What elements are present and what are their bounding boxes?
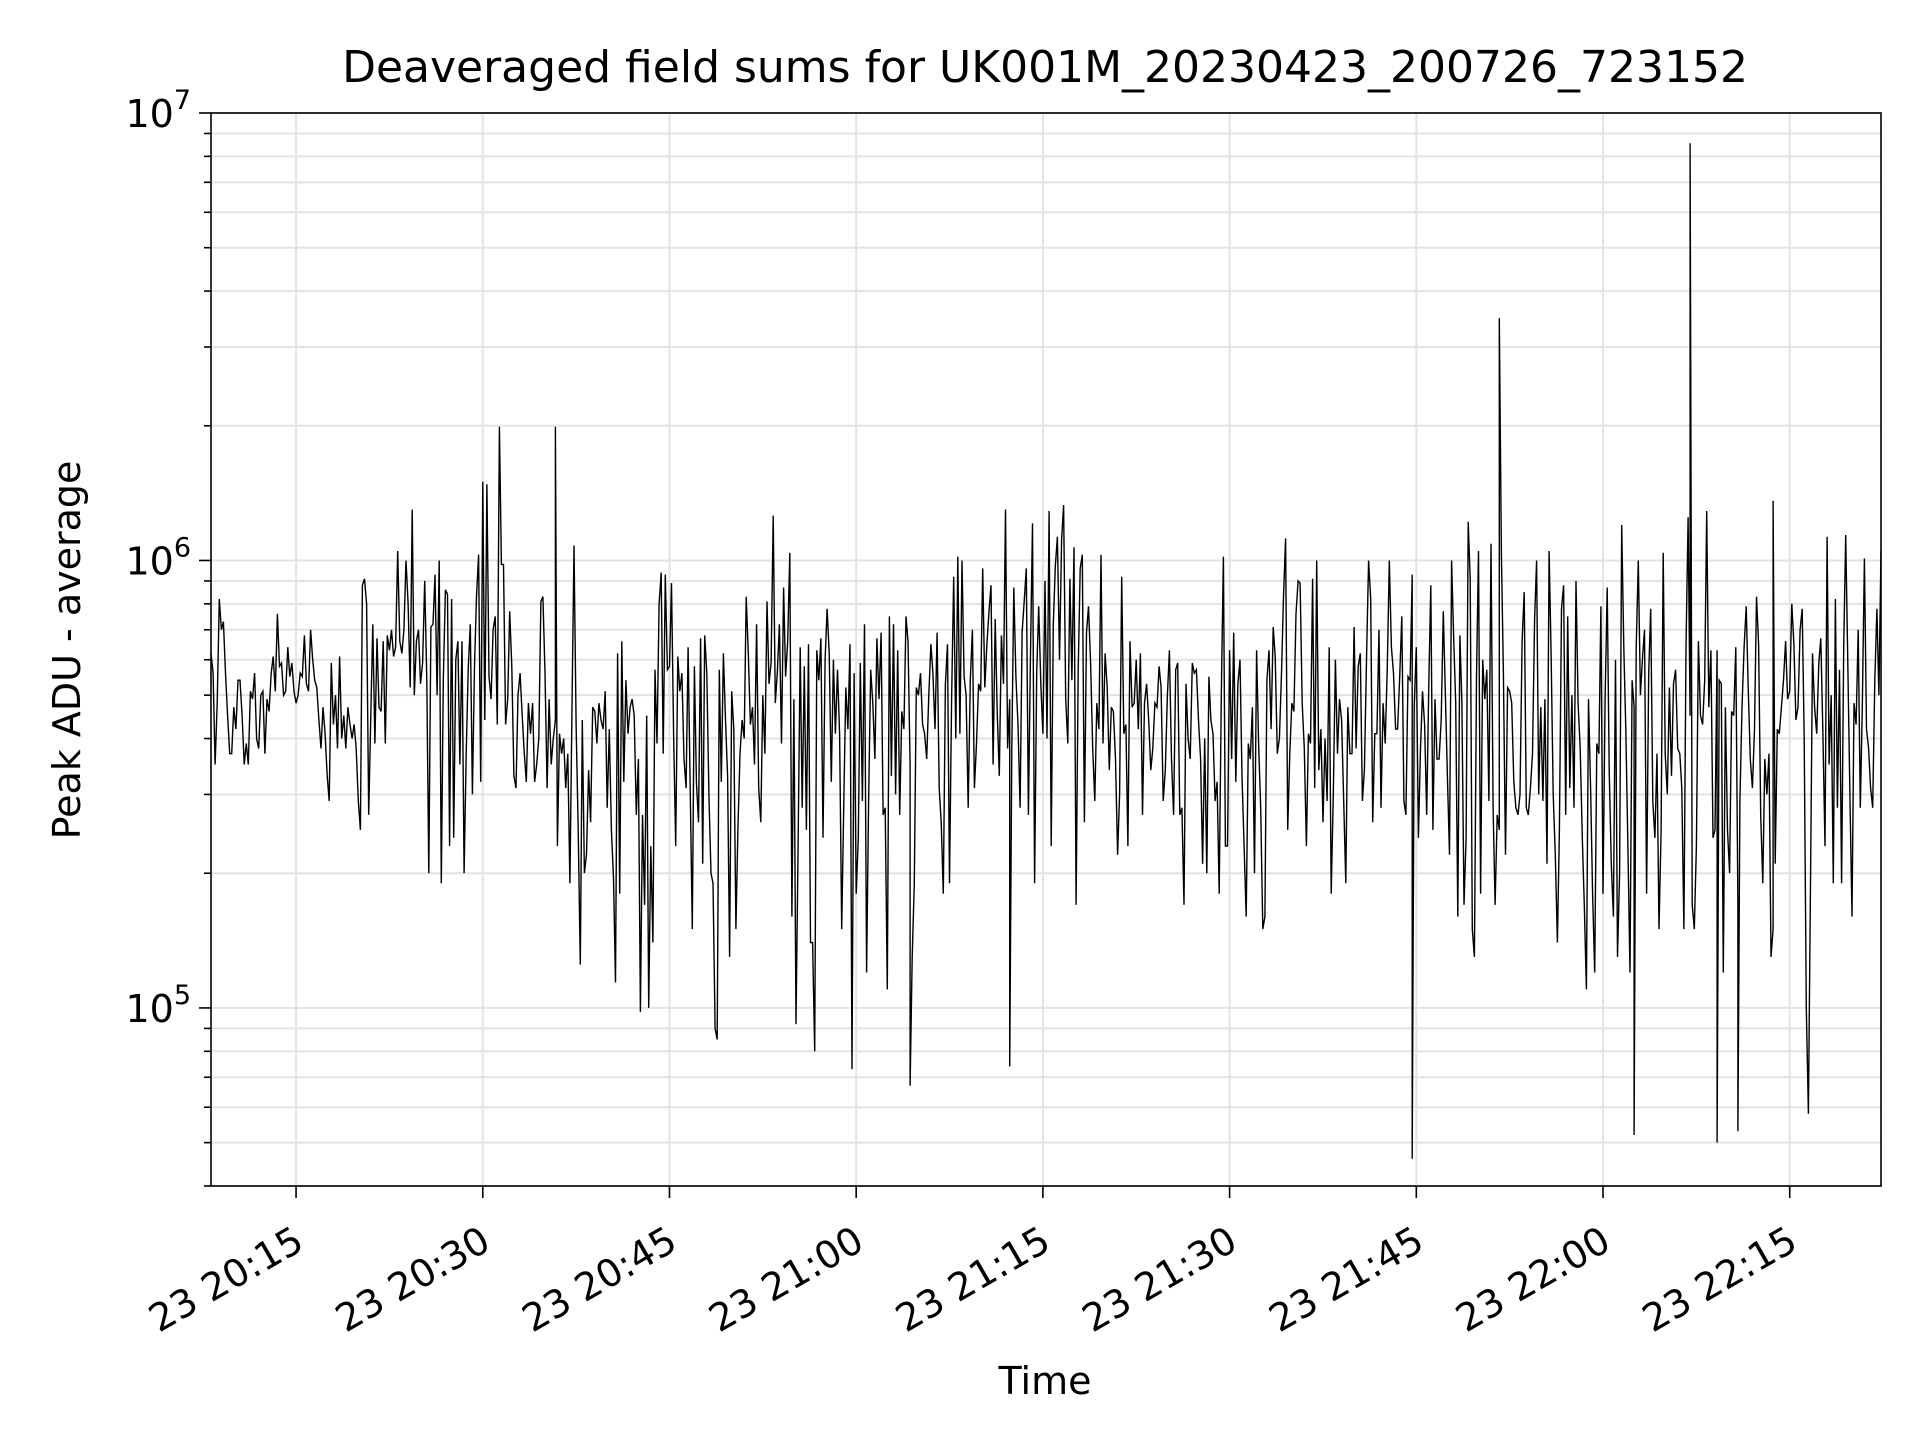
y-tick-label: 107 xyxy=(125,85,191,136)
plot-frame xyxy=(210,112,1882,1187)
y-tick-label: 105 xyxy=(125,980,191,1031)
y-axis-label: Peak ADU - average xyxy=(45,461,89,840)
x-axis-label: Time xyxy=(998,1359,1092,1403)
series-line-group xyxy=(210,143,1882,1159)
series-line xyxy=(210,143,1882,1159)
chart-title: Deaveraged field sums for UK001M_2023042… xyxy=(342,42,1748,93)
y-tick-label: 106 xyxy=(125,532,191,583)
